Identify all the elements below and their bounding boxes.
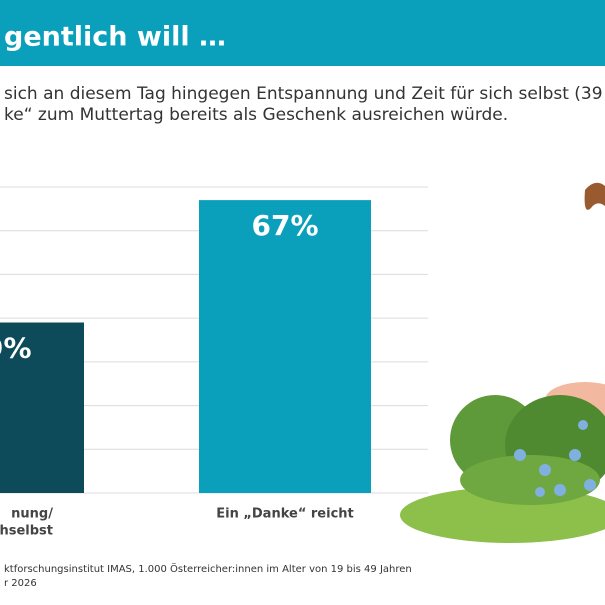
subtitle: ke“ zum Muttertag bereits als Geschenk a… xyxy=(4,105,508,125)
flower xyxy=(535,487,545,497)
value-label: 39% xyxy=(0,332,32,365)
source: r 2026 xyxy=(4,578,37,589)
bush xyxy=(460,455,600,505)
flower xyxy=(554,484,566,496)
chart-title: gentlich will … xyxy=(4,22,226,53)
value-label: 67% xyxy=(251,209,318,242)
x-tick-label: nung/ xyxy=(11,507,53,522)
source: ktforschungsinstitut IMAS, 1.000 Österre… xyxy=(4,562,412,575)
header-band xyxy=(0,0,605,66)
ornament xyxy=(584,182,605,210)
flower xyxy=(539,464,551,476)
bar xyxy=(0,322,84,493)
subtitle: sich an diesem Tag hingegen Entspannung … xyxy=(4,84,605,104)
decoration xyxy=(400,182,605,543)
flower xyxy=(514,449,526,461)
bar xyxy=(199,200,371,493)
x-tick-label: Ein „Danke“ reicht xyxy=(216,507,354,522)
flower xyxy=(578,420,588,430)
flower xyxy=(584,479,596,491)
flower xyxy=(569,449,581,461)
